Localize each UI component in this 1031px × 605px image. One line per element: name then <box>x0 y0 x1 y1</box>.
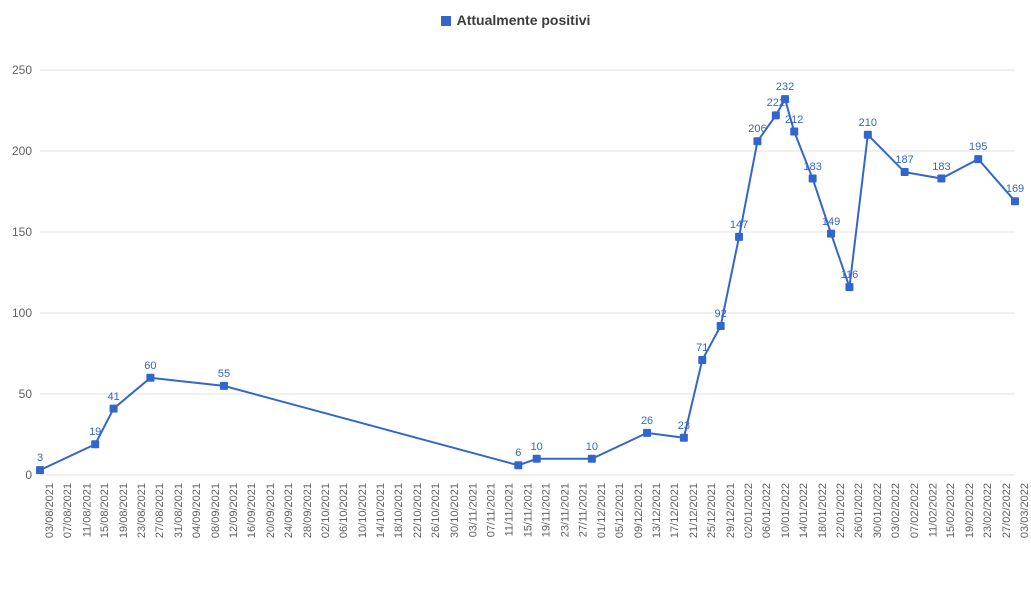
data-label: 92 <box>715 308 727 320</box>
x-axis-label: 30/01/2022 <box>872 483 884 538</box>
x-axis-label: 08/09/2021 <box>210 483 222 538</box>
x-axis-label: 06/10/2021 <box>338 483 350 538</box>
x-axis-label: 18/10/2021 <box>394 483 406 538</box>
x-axis-label: 30/10/2021 <box>449 483 461 538</box>
svg-text:250: 250 <box>12 63 32 77</box>
x-axis-label: 07/02/2022 <box>909 483 921 538</box>
data-label: 23 <box>678 420 690 432</box>
data-label: 183 <box>803 161 821 173</box>
x-axis-label: 27/08/2021 <box>154 483 166 538</box>
data-label: 26 <box>641 415 653 427</box>
data-label: 116 <box>841 269 859 281</box>
data-label: 147 <box>730 219 748 231</box>
x-axis-label: 04/09/2021 <box>191 483 203 538</box>
x-axis-label: 22/01/2022 <box>835 483 847 538</box>
x-axis-label: 27/11/2021 <box>578 483 590 537</box>
data-label: 55 <box>218 368 230 380</box>
x-axis-label: 15/11/2021 <box>522 483 534 537</box>
x-axis-label: 03/11/2021 <box>467 483 479 537</box>
x-axis-label: 15/02/2022 <box>945 483 957 538</box>
data-label: 41 <box>107 391 119 403</box>
x-axis-label: 24/09/2021 <box>283 483 295 538</box>
chart-root: Attualmente positivi 0 50 100 150 200 250 03/… <box>0 0 1031 605</box>
x-axis-label: 11/02/2022 <box>927 483 939 537</box>
data-label: 71 <box>696 342 708 354</box>
x-axis-label: 13/12/2021 <box>651 483 663 538</box>
svg-text:50: 50 <box>19 387 33 401</box>
x-axis-label: 19/08/2021 <box>118 483 130 538</box>
x-axis-label: 03/02/2022 <box>890 483 902 538</box>
x-axis-label: 07/11/2021 <box>486 483 498 537</box>
legend-marker <box>441 16 451 26</box>
legend-label: Attualmente positivi <box>457 12 591 28</box>
x-axis-label: 21/12/2021 <box>688 483 700 538</box>
svg-text:200: 200 <box>12 144 32 158</box>
x-axis-label: 12/09/2021 <box>228 483 240 538</box>
x-axis-label: 19/02/2022 <box>964 483 976 538</box>
data-label: 183 <box>932 161 950 173</box>
data-label: 3 <box>37 452 43 464</box>
data-label: 195 <box>969 141 987 153</box>
data-label: 232 <box>776 81 794 93</box>
x-axis-label: 22/10/2021 <box>412 483 424 538</box>
x-axis-label: 02/10/2021 <box>320 483 332 538</box>
x-axis-label: 20/09/2021 <box>265 483 277 538</box>
x-axis-label: 10/10/2021 <box>357 483 369 538</box>
x-axis-label: 01/12/2021 <box>596 483 608 538</box>
x-axis-label: 05/12/2021 <box>614 483 626 538</box>
x-axis-label: 14/01/2022 <box>798 483 810 538</box>
x-axis-label: 09/12/2021 <box>633 483 645 538</box>
data-label: 10 <box>531 441 543 453</box>
x-axis-label: 15/08/2021 <box>99 483 111 538</box>
x-axis-label: 03/08/2021 <box>44 483 56 538</box>
x-axis-label: 29/12/2021 <box>725 483 737 538</box>
legend: Attualmente positivi <box>0 12 1031 28</box>
data-label: 149 <box>822 216 840 228</box>
svg-text:0: 0 <box>25 468 32 482</box>
x-axis-label: 11/11/2021 <box>504 483 516 536</box>
x-axis-label: 19/11/2021 <box>541 483 553 537</box>
data-label: 10 <box>586 441 598 453</box>
data-label: 60 <box>144 360 156 372</box>
x-axis-label: 17/12/2021 <box>669 483 681 538</box>
x-axis-label: 11/08/2021 <box>81 483 93 537</box>
x-axis-label: 28/09/2021 <box>302 483 314 538</box>
x-axis-label: 23/02/2022 <box>982 483 994 538</box>
data-label: 212 <box>785 114 803 126</box>
data-label: 206 <box>748 123 766 135</box>
x-axis-label: 16/09/2021 <box>246 483 258 538</box>
x-axis-label: 31/08/2021 <box>173 483 185 538</box>
x-axis-label: 23/11/2021 <box>559 483 571 537</box>
x-axis-label: 06/01/2022 <box>761 483 773 538</box>
x-axis-label: 07/08/2021 <box>62 483 74 538</box>
x-axis-label: 25/12/2021 <box>706 483 718 538</box>
x-axis-label: 03/03/2022 <box>1019 483 1031 538</box>
x-axis-label: 27/02/2022 <box>1001 483 1013 538</box>
data-label: 210 <box>859 117 877 129</box>
x-axis-label: 10/01/2022 <box>780 483 792 538</box>
data-label: 19 <box>89 426 101 438</box>
x-axis-label: 23/08/2021 <box>136 483 148 538</box>
x-axis-label: 02/01/2022 <box>743 483 755 538</box>
data-label: 222 <box>767 97 785 109</box>
data-label: 169 <box>1006 183 1024 195</box>
svg-text:100: 100 <box>12 306 32 320</box>
svg-text:150: 150 <box>12 225 32 239</box>
x-axis-label: 26/10/2021 <box>430 483 442 538</box>
data-label: 187 <box>895 154 913 166</box>
x-axis-label: 18/01/2022 <box>817 483 829 538</box>
data-label: 6 <box>515 447 521 459</box>
x-axis-label: 26/01/2022 <box>853 483 865 538</box>
x-axis-label: 14/10/2021 <box>375 483 387 538</box>
